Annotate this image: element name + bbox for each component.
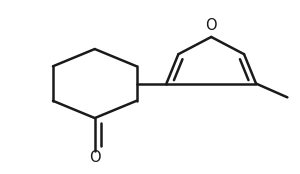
Text: O: O (206, 18, 217, 33)
Text: O: O (89, 150, 100, 165)
